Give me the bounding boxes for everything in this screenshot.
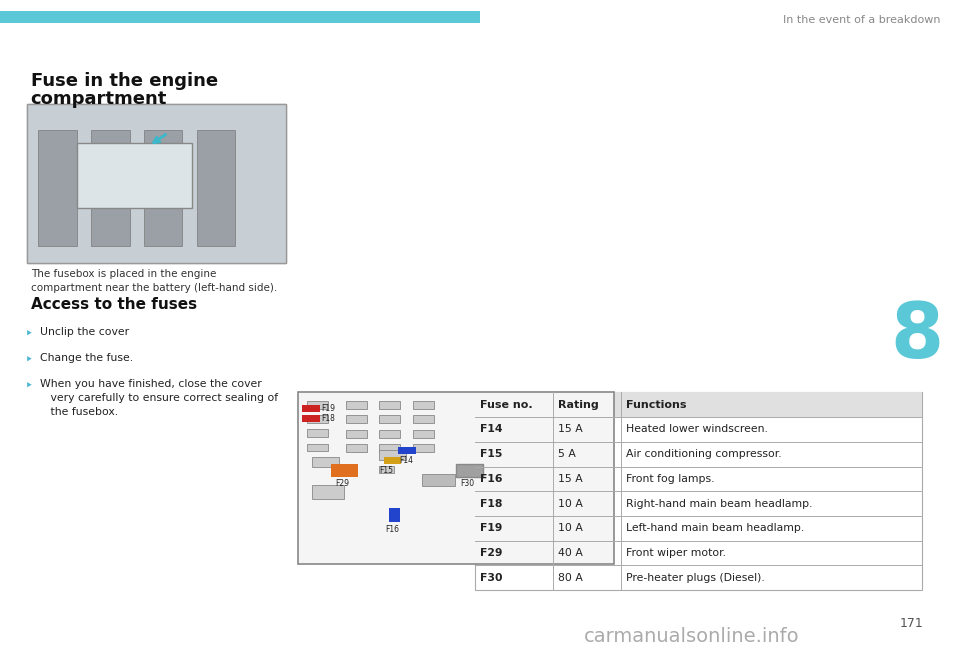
Text: compartment: compartment bbox=[31, 90, 167, 108]
Text: Left-hand main beam headlamp.: Left-hand main beam headlamp. bbox=[626, 523, 804, 533]
Text: F14: F14 bbox=[399, 456, 414, 465]
Bar bbox=[197, 130, 235, 247]
Bar bbox=[398, 447, 416, 454]
Bar bbox=[77, 143, 192, 208]
Bar bbox=[307, 429, 328, 437]
Bar bbox=[413, 444, 434, 452]
Text: Fuse no.: Fuse no. bbox=[480, 400, 533, 410]
Text: F29: F29 bbox=[480, 548, 502, 558]
Bar bbox=[379, 450, 406, 460]
Text: F16: F16 bbox=[385, 525, 399, 534]
Text: 40 A: 40 A bbox=[558, 548, 583, 558]
Text: Right-hand main beam headlamp.: Right-hand main beam headlamp. bbox=[626, 498, 812, 509]
Text: F15: F15 bbox=[480, 449, 502, 459]
Text: F16: F16 bbox=[480, 474, 502, 484]
Bar bbox=[413, 401, 434, 409]
Text: Unclip the cover: Unclip the cover bbox=[40, 328, 130, 337]
Text: 171: 171 bbox=[900, 617, 924, 630]
Text: When you have finished, close the cover
   very carefully to ensure correct seal: When you have finished, close the cover … bbox=[40, 380, 278, 417]
Bar bbox=[379, 444, 400, 452]
Text: The fusebox is placed in the engine
compartment near the battery (left-hand side: The fusebox is placed in the engine comp… bbox=[31, 269, 277, 293]
Bar bbox=[346, 401, 367, 409]
Bar bbox=[27, 104, 286, 263]
Text: Rating: Rating bbox=[558, 400, 598, 410]
Bar bbox=[475, 393, 922, 417]
Bar bbox=[456, 463, 483, 476]
Text: F15: F15 bbox=[379, 466, 394, 474]
Bar bbox=[91, 130, 130, 247]
Bar bbox=[346, 415, 367, 422]
Text: 5 A: 5 A bbox=[558, 449, 575, 459]
Bar bbox=[307, 401, 328, 409]
Bar bbox=[389, 508, 400, 522]
Bar bbox=[38, 130, 77, 247]
Text: Pre-heater plugs (Diesel).: Pre-heater plugs (Diesel). bbox=[626, 573, 764, 583]
Text: F30: F30 bbox=[480, 573, 502, 583]
Bar bbox=[307, 415, 328, 422]
Bar bbox=[346, 430, 367, 437]
Text: F18: F18 bbox=[480, 498, 502, 509]
Bar bbox=[384, 457, 401, 463]
Text: 15 A: 15 A bbox=[558, 424, 583, 434]
Bar bbox=[379, 415, 400, 422]
Text: 8: 8 bbox=[890, 300, 944, 374]
Bar bbox=[379, 401, 400, 409]
Bar bbox=[475, 393, 922, 590]
Text: Access to the fuses: Access to the fuses bbox=[31, 297, 197, 312]
Text: 10 A: 10 A bbox=[558, 523, 583, 533]
Text: ‣: ‣ bbox=[25, 354, 33, 367]
Bar bbox=[413, 415, 434, 422]
Bar bbox=[312, 485, 345, 499]
Text: ‣: ‣ bbox=[25, 380, 33, 393]
Bar bbox=[413, 430, 434, 437]
Text: F19: F19 bbox=[480, 523, 502, 533]
Bar bbox=[379, 465, 394, 473]
Bar bbox=[379, 430, 400, 437]
Text: Front wiper motor.: Front wiper motor. bbox=[626, 548, 726, 558]
Text: Air conditioning compressor.: Air conditioning compressor. bbox=[626, 449, 781, 459]
Bar bbox=[422, 474, 455, 486]
Bar bbox=[302, 415, 320, 421]
Bar bbox=[144, 130, 182, 247]
Text: Change the fuse.: Change the fuse. bbox=[40, 354, 133, 363]
Text: 15 A: 15 A bbox=[558, 474, 583, 484]
Text: F19: F19 bbox=[322, 404, 336, 413]
Text: 80 A: 80 A bbox=[558, 573, 583, 583]
Bar bbox=[312, 456, 339, 467]
Text: Functions: Functions bbox=[626, 400, 686, 410]
Bar bbox=[331, 463, 358, 476]
Text: Front fog lamps.: Front fog lamps. bbox=[626, 474, 714, 484]
Bar bbox=[27, 104, 286, 263]
Text: F18: F18 bbox=[322, 414, 335, 422]
FancyBboxPatch shape bbox=[0, 11, 480, 23]
Text: F14: F14 bbox=[480, 424, 502, 434]
Bar bbox=[307, 443, 328, 451]
Text: ‣: ‣ bbox=[25, 328, 33, 341]
Text: F30: F30 bbox=[460, 478, 474, 487]
Text: Fuse in the engine: Fuse in the engine bbox=[31, 72, 218, 90]
Text: Heated lower windscreen.: Heated lower windscreen. bbox=[626, 424, 767, 434]
Bar bbox=[298, 393, 614, 564]
Text: F29: F29 bbox=[335, 478, 349, 487]
Text: In the event of a breakdown: In the event of a breakdown bbox=[783, 15, 941, 25]
Bar bbox=[346, 444, 367, 452]
Text: 10 A: 10 A bbox=[558, 498, 583, 509]
Text: carmanualsonline.info: carmanualsonline.info bbox=[584, 628, 799, 646]
Bar bbox=[302, 406, 320, 412]
